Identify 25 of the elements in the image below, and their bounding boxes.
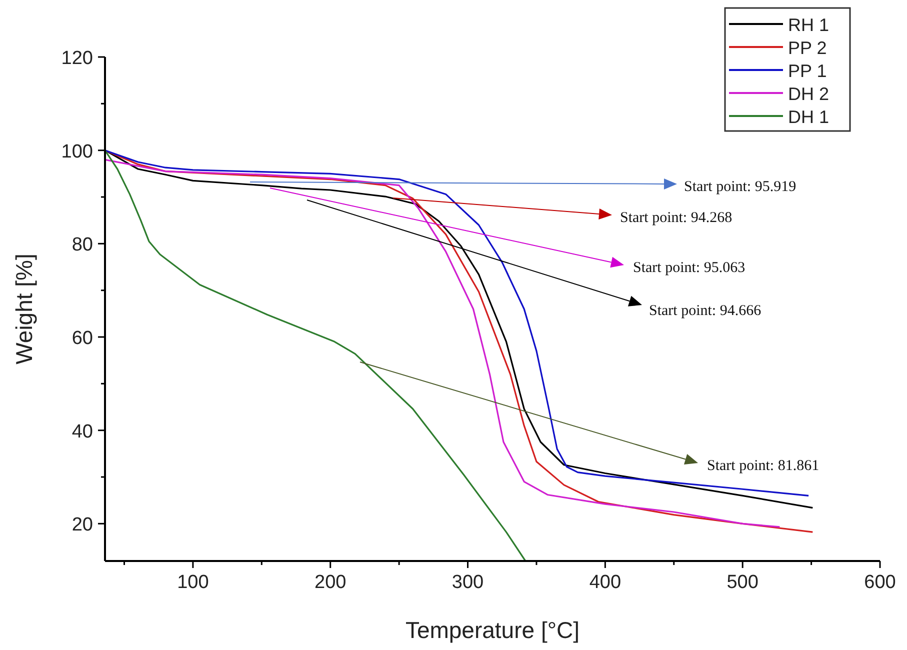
y-tick-label: 100 <box>61 141 93 162</box>
x-tick-label: 100 <box>177 572 209 593</box>
legend-label: DH 2 <box>788 84 830 104</box>
line-series <box>104 150 526 562</box>
x-tick-label: 400 <box>589 572 622 593</box>
y-tick-label: 40 <box>72 421 93 442</box>
y-tick-label: 60 <box>72 328 93 349</box>
annotation: Start point: 95.919 <box>684 179 796 195</box>
annotation: Start point: 95.063 <box>633 260 746 276</box>
legend-label: RH 1 <box>788 15 830 35</box>
legend-label: DH 1 <box>788 107 830 127</box>
y-tick-label: 80 <box>72 234 93 256</box>
annotation: Start point: 94.666 <box>649 303 762 319</box>
y-axis-title: Weight [%] <box>11 254 37 364</box>
x-tick-label: 300 <box>452 572 484 593</box>
annotation: Start point: 94.268 <box>620 210 732 226</box>
x-tick-label: 200 <box>314 572 346 593</box>
y-tick-label: 20 <box>72 514 93 536</box>
legend-label: PP 1 <box>788 61 827 81</box>
y-tick-label: 120 <box>61 48 93 69</box>
x-tick-label: 500 <box>726 572 758 593</box>
x-axis-title: Temperature [°C] <box>405 617 580 643</box>
x-tick-label: 600 <box>864 572 896 593</box>
legend-label: PP 2 <box>788 38 827 58</box>
annotation: Start point: 81.861 <box>707 458 820 474</box>
